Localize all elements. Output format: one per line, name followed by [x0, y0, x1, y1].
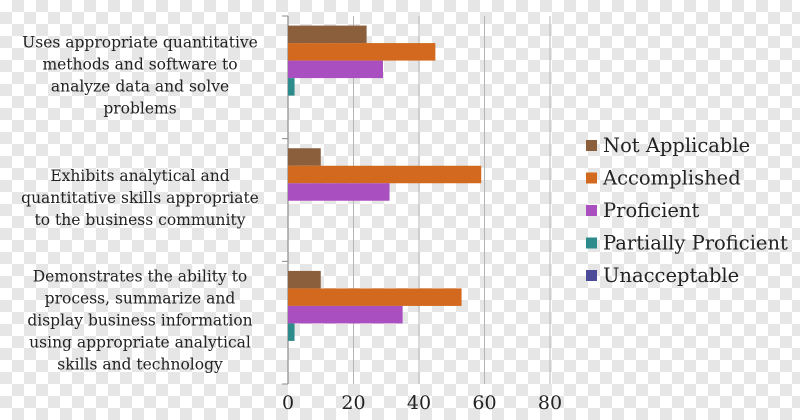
bar-not-applicable: [288, 270, 321, 289]
bar-not-applicable: [288, 25, 367, 44]
legend-label: Accomplished: [602, 167, 741, 190]
x-tick-label: 40: [407, 392, 431, 414]
category-label: Uses appropriate quantitative methods and…: [22, 33, 258, 117]
x-tick-labels: 0 20 40 60 80: [282, 392, 562, 414]
legend-swatch: [586, 172, 597, 184]
bar-not-applicable: [288, 148, 321, 166]
bar-proficient: [288, 183, 390, 201]
legend-label: Partially Proficient: [603, 232, 788, 255]
axis: [282, 15, 289, 385]
x-tick-label: 80: [538, 392, 562, 414]
category-labels: Uses appropriate quantitative methods and…: [21, 33, 259, 373]
legend-label: Unacceptable: [603, 264, 739, 287]
x-tick-label: 60: [472, 392, 496, 414]
bar-accomplished: [288, 288, 462, 306]
bar-accomplished: [288, 165, 482, 184]
legend-swatch: [586, 205, 597, 216]
legend-swatch: [586, 270, 597, 281]
legend-label: Proficient: [603, 199, 699, 222]
x-tick-label: 20: [341, 392, 365, 414]
legend-swatch: [586, 140, 597, 151]
bar-partially-proficient: [288, 323, 295, 341]
category-label: Demonstrates the ability to process, summ…: [27, 268, 252, 374]
legend-swatch: [586, 237, 597, 249]
x-tick-label: 0: [282, 392, 294, 414]
category-label: Exhibits analytical and quantitative skil…: [21, 167, 259, 229]
legend-label: Not Applicable: [603, 134, 750, 157]
bar-partially-proficient: [288, 78, 295, 96]
bar-proficient: [288, 60, 383, 79]
legend: Not Applicable Accomplished Proficient Part…: [586, 134, 788, 287]
bar-proficient: [288, 305, 403, 324]
bar-accomplished: [288, 43, 436, 61]
bars: [288, 25, 482, 341]
